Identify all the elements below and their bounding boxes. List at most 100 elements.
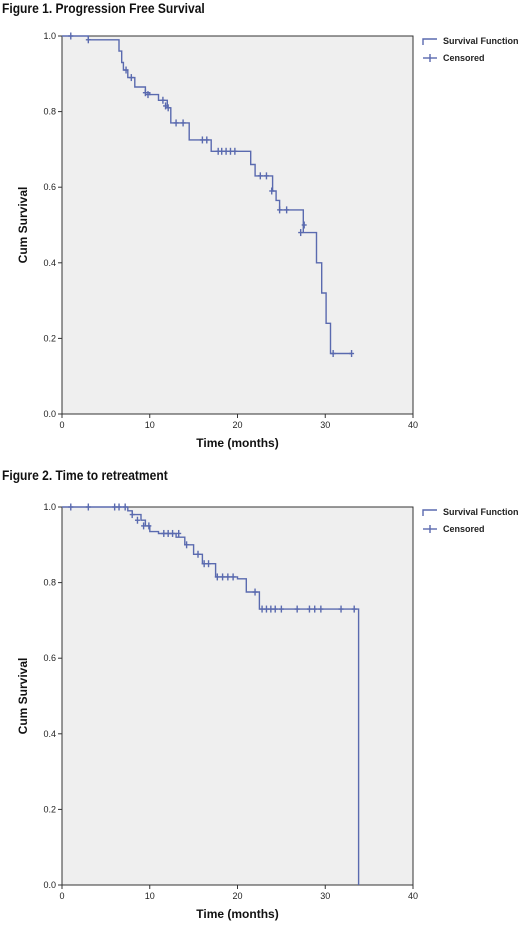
x-axis-title: Time (months): [196, 436, 278, 450]
censored-marker: [278, 605, 284, 613]
y-tick-label: 1.0: [43, 502, 56, 512]
censored-marker: [180, 119, 186, 127]
x-axis-title: Time (months): [196, 907, 278, 921]
censored-marker: [134, 516, 140, 524]
censored-marker: [219, 147, 225, 155]
x-tick-label: 20: [232, 420, 242, 430]
censored-marker: [122, 503, 128, 511]
censored-marker: [141, 522, 147, 530]
y-tick-label: 0.0: [43, 880, 56, 890]
x-tick-label: 30: [320, 891, 330, 901]
censored-marker: [176, 529, 182, 537]
censored-marker: [184, 541, 190, 549]
censored-marker: [294, 605, 300, 613]
y-tick-label: 0.8: [43, 578, 56, 588]
censored-marker: [116, 503, 122, 511]
censored-marker: [165, 529, 171, 537]
censored-marker: [112, 503, 118, 511]
plot-area: [61, 506, 414, 886]
y-tick-label: 0.4: [43, 258, 56, 268]
censored-marker: [123, 66, 129, 74]
y-tick-label: 1.0: [43, 31, 56, 41]
censored-marker: [232, 147, 238, 155]
censored-marker: [269, 187, 275, 195]
censored-marker: [257, 172, 263, 180]
chart-progression-free-survival: 0.0 0.2 0.4 0.6 0.8 1.0 0 10 20 30 40 Time (months)…: [16, 31, 519, 450]
x-tick-label: 40: [408, 891, 418, 901]
y-tick-label: 0.8: [43, 107, 56, 117]
censored-marker: [277, 206, 283, 214]
censored-marker: [170, 529, 176, 537]
censored-marker: [160, 96, 166, 104]
censored-marker: [68, 32, 74, 40]
censored-marker: [312, 605, 318, 613]
censored-marker: [161, 529, 167, 537]
x-tick-label: 10: [145, 891, 155, 901]
censored-marker: [129, 511, 135, 519]
censored-marker: [220, 573, 226, 581]
survival-function-line: [62, 35, 352, 355]
censored-marker: [338, 605, 344, 613]
censored-marker: [214, 573, 220, 581]
y-tick-label: 0.6: [43, 653, 56, 663]
censored-marker: [318, 605, 324, 613]
censored-marker: [330, 350, 336, 358]
x-tick-label: 40: [408, 420, 418, 430]
censored-marker: [195, 550, 201, 558]
censored-marker: [268, 605, 274, 613]
y-axis-title: Cum Survival: [16, 187, 30, 264]
censored-marker: [272, 605, 278, 613]
x-tick-label: 20: [232, 891, 242, 901]
censored-marker: [206, 560, 212, 568]
censored-marker: [284, 206, 290, 214]
censored-marker: [259, 605, 265, 613]
figure2-title: Figure 2. Time to retreatment: [2, 467, 168, 483]
figure1-title: Figure 1. Progression Free Survival: [2, 0, 205, 16]
y-tick-label: 0.6: [43, 182, 56, 192]
censored-marker: [263, 172, 269, 180]
censored-marker: [230, 573, 236, 581]
y-tick-label: 0.4: [43, 729, 56, 739]
legend-censored-label: Censored: [443, 524, 485, 534]
legend: Survival Function Censored: [422, 507, 519, 534]
censored-marker: [298, 229, 304, 237]
censored-marker: [85, 36, 91, 44]
legend: Survival Function Censored: [422, 36, 519, 63]
censored-marker: [146, 522, 152, 530]
legend-survival-label: Survival Function: [443, 507, 519, 517]
x-tick-label: 30: [320, 420, 330, 430]
censored-marker: [173, 119, 179, 127]
censored-marker: [145, 91, 151, 99]
legend-survival-swatch: [422, 38, 437, 45]
x-tick-label: 0: [59, 420, 64, 430]
censored-marker: [301, 221, 307, 229]
y-axis-title: Cum Survival: [16, 658, 30, 735]
x-tick-label: 10: [145, 420, 155, 430]
y-tick-label: 0.0: [43, 409, 56, 419]
censored-marker: [204, 136, 210, 144]
plot-area: [61, 35, 414, 415]
legend-survival-label: Survival Function: [443, 36, 519, 46]
censored-marker: [227, 147, 233, 155]
censored-marker: [201, 560, 207, 568]
censored-marker: [349, 350, 355, 358]
legend-censored-label: Censored: [443, 53, 485, 63]
censored-marker: [306, 605, 312, 613]
y-tick-label: 0.2: [43, 804, 56, 814]
censored-marker: [128, 74, 134, 82]
censored-marker: [165, 104, 171, 112]
censored-marker: [351, 605, 357, 613]
censored-marker: [163, 102, 169, 110]
censored-marker: [263, 605, 269, 613]
censored-marker: [68, 503, 74, 511]
censored-marker: [199, 136, 205, 144]
censored-marker: [142, 89, 148, 97]
censored-marker: [225, 573, 231, 581]
x-tick-label: 0: [59, 891, 64, 901]
y-tick-label: 0.2: [43, 333, 56, 343]
survival-function-line: [62, 506, 360, 885]
censored-marker: [85, 503, 91, 511]
censored-marker: [223, 147, 229, 155]
legend-survival-swatch: [422, 509, 437, 516]
